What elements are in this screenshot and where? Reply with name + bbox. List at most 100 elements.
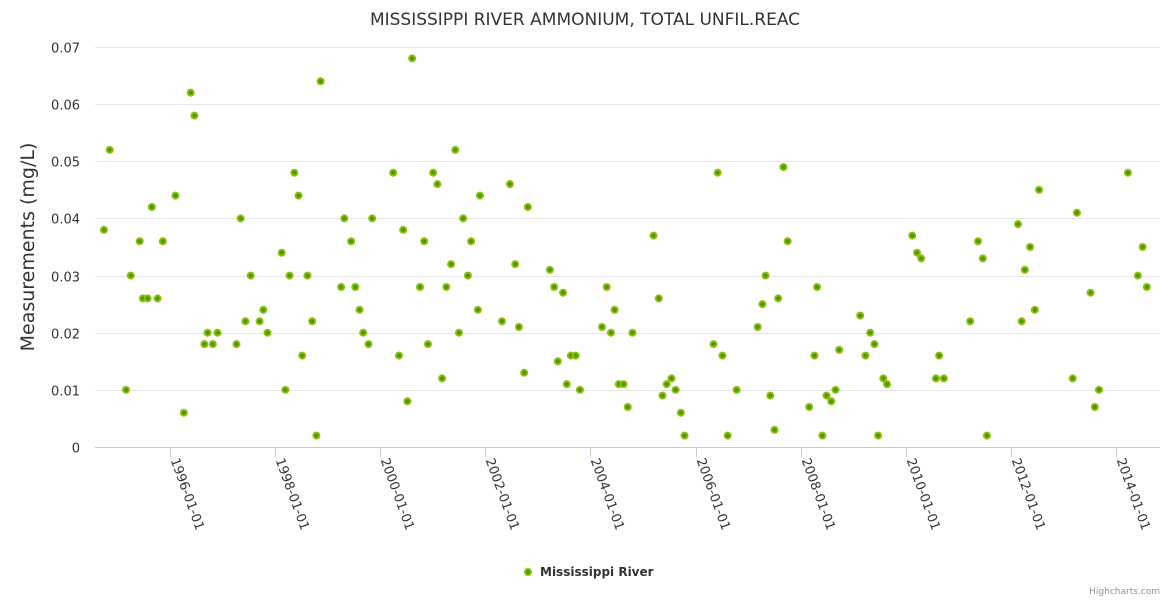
data-point[interactable] bbox=[416, 283, 425, 291]
data-point[interactable] bbox=[978, 254, 987, 263]
data-point[interactable] bbox=[606, 328, 615, 337]
data-point[interactable] bbox=[429, 168, 438, 177]
data-point[interactable] bbox=[303, 271, 312, 280]
data-point[interactable] bbox=[294, 191, 303, 200]
data-point[interactable] bbox=[459, 214, 468, 223]
legend-item-mississippi-river[interactable]: Mississippi River bbox=[524, 565, 654, 579]
data-point[interactable] bbox=[467, 237, 476, 246]
data-point[interactable] bbox=[232, 340, 241, 349]
data-point[interactable] bbox=[571, 351, 580, 360]
data-point[interactable] bbox=[263, 328, 272, 337]
data-point[interactable] bbox=[259, 305, 268, 314]
data-point[interactable] bbox=[758, 300, 767, 309]
data-point[interactable] bbox=[316, 77, 325, 86]
data-point[interactable] bbox=[285, 271, 294, 280]
data-point[interactable] bbox=[1142, 283, 1151, 291]
data-point[interactable] bbox=[171, 191, 180, 200]
data-point[interactable] bbox=[438, 374, 447, 383]
data-point[interactable] bbox=[208, 340, 217, 349]
data-point[interactable] bbox=[364, 340, 373, 349]
data-point[interactable] bbox=[389, 168, 398, 177]
data-point[interactable] bbox=[147, 203, 156, 211]
data-point[interactable] bbox=[514, 323, 523, 331]
data-point[interactable] bbox=[562, 380, 571, 389]
data-point[interactable] bbox=[553, 357, 562, 366]
data-point[interactable] bbox=[200, 340, 209, 349]
data-point[interactable] bbox=[143, 294, 152, 303]
data-point[interactable] bbox=[277, 248, 286, 257]
data-point[interactable] bbox=[1123, 168, 1132, 177]
data-point[interactable] bbox=[475, 191, 484, 200]
data-point[interactable] bbox=[433, 180, 442, 189]
data-point[interactable] bbox=[403, 397, 412, 406]
data-point[interactable] bbox=[671, 385, 680, 394]
data-point[interactable] bbox=[135, 237, 144, 246]
data-point[interactable] bbox=[423, 340, 432, 349]
data-point[interactable] bbox=[680, 431, 689, 440]
data-point[interactable] bbox=[619, 380, 628, 389]
data-point[interactable] bbox=[1072, 208, 1081, 217]
data-point[interactable] bbox=[498, 317, 507, 326]
data-point[interactable] bbox=[1094, 385, 1103, 394]
data-point[interactable] bbox=[126, 271, 135, 280]
data-point[interactable] bbox=[931, 374, 940, 383]
data-point[interactable] bbox=[761, 271, 770, 280]
data-point[interactable] bbox=[203, 328, 212, 337]
data-point[interactable] bbox=[874, 431, 883, 440]
data-point[interactable] bbox=[623, 403, 632, 411]
data-point[interactable] bbox=[766, 391, 775, 400]
data-point[interactable] bbox=[190, 111, 199, 120]
data-point[interactable] bbox=[913, 248, 922, 257]
data-point[interactable] bbox=[835, 345, 844, 354]
data-point[interactable] bbox=[559, 288, 568, 297]
data-point[interactable] bbox=[810, 351, 819, 360]
data-point[interactable] bbox=[856, 311, 865, 320]
credits-link[interactable]: Highcharts.com bbox=[1089, 587, 1160, 597]
data-point[interactable] bbox=[179, 408, 188, 417]
data-point[interactable] bbox=[355, 305, 364, 314]
data-point[interactable] bbox=[709, 340, 718, 349]
data-point[interactable] bbox=[982, 431, 991, 440]
data-point[interactable] bbox=[351, 283, 360, 291]
data-point[interactable] bbox=[337, 283, 346, 291]
data-point[interactable] bbox=[1014, 220, 1022, 229]
data-point[interactable] bbox=[122, 385, 131, 394]
data-point[interactable] bbox=[883, 380, 892, 389]
data-point[interactable] bbox=[575, 385, 584, 394]
data-point[interactable] bbox=[1090, 403, 1099, 411]
data-point[interactable] bbox=[866, 328, 875, 337]
data-point[interactable] bbox=[917, 254, 926, 263]
data-point[interactable] bbox=[359, 328, 368, 337]
data-point[interactable] bbox=[870, 340, 879, 349]
data-point[interactable] bbox=[99, 225, 108, 234]
data-point[interactable] bbox=[1020, 265, 1029, 274]
data-point[interactable] bbox=[241, 317, 250, 326]
data-point[interactable] bbox=[654, 294, 663, 303]
data-point[interactable] bbox=[394, 351, 403, 360]
data-point[interactable] bbox=[732, 385, 741, 394]
data-point[interactable] bbox=[610, 305, 619, 314]
data-point[interactable] bbox=[676, 408, 685, 417]
data-point[interactable] bbox=[255, 317, 264, 326]
data-point[interactable] bbox=[667, 374, 676, 383]
data-point[interactable] bbox=[473, 305, 482, 314]
data-point[interactable] bbox=[298, 351, 307, 360]
data-point[interactable] bbox=[420, 237, 429, 246]
data-point[interactable] bbox=[1035, 185, 1044, 194]
data-point[interactable] bbox=[213, 328, 222, 337]
data-point[interactable] bbox=[822, 391, 831, 400]
data-point[interactable] bbox=[186, 88, 195, 97]
data-point[interactable] bbox=[340, 214, 349, 223]
data-point[interactable] bbox=[649, 231, 658, 240]
data-point[interactable] bbox=[813, 283, 822, 291]
data-point[interactable] bbox=[753, 323, 762, 331]
data-point[interactable] bbox=[1026, 243, 1035, 251]
data-point[interactable] bbox=[1068, 374, 1077, 383]
data-point[interactable] bbox=[713, 168, 722, 177]
data-point[interactable] bbox=[1017, 317, 1026, 326]
data-point[interactable] bbox=[974, 237, 983, 246]
data-point[interactable] bbox=[408, 54, 417, 63]
data-point[interactable] bbox=[597, 323, 606, 331]
data-point[interactable] bbox=[718, 351, 727, 360]
data-point[interactable] bbox=[602, 283, 611, 291]
